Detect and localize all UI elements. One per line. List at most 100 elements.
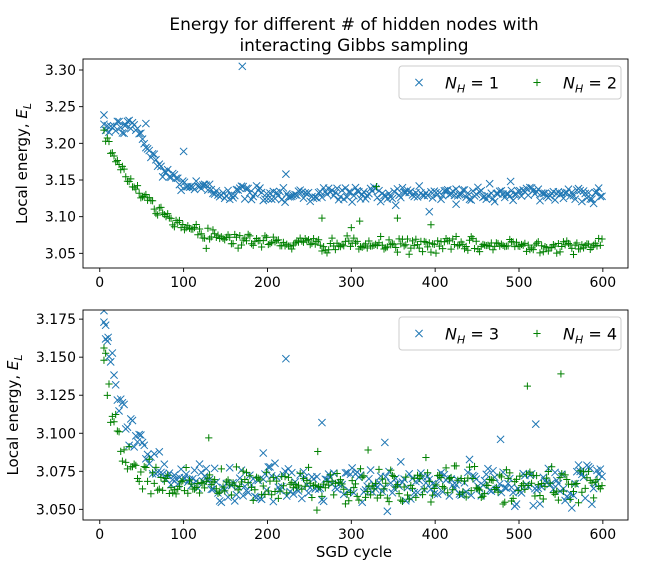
data-point — [138, 135, 147, 144]
data-point — [328, 186, 336, 195]
data-point — [266, 240, 274, 248]
data-point — [559, 238, 568, 246]
data-point — [130, 460, 138, 468]
data-point — [281, 354, 290, 363]
data-point — [574, 499, 583, 507]
data-point — [405, 469, 414, 478]
data-point — [509, 196, 518, 205]
data-point — [561, 471, 569, 479]
data-point — [238, 62, 247, 71]
data-point — [353, 237, 361, 245]
data-point — [533, 239, 541, 247]
data-point — [494, 488, 502, 496]
data-point — [115, 160, 123, 169]
series-1 — [100, 310, 606, 516]
data-point — [249, 241, 257, 249]
data-point — [179, 147, 188, 156]
data-point — [277, 482, 286, 491]
data-point — [401, 188, 410, 197]
data-point — [370, 485, 378, 493]
data-point — [445, 491, 454, 500]
x-tick-label: 200 — [254, 527, 281, 543]
data-point — [267, 471, 276, 480]
data-point — [544, 247, 552, 255]
data-point — [286, 242, 294, 250]
data-point — [262, 486, 271, 495]
data-point — [143, 477, 152, 485]
data-point — [241, 475, 249, 484]
data-point — [100, 120, 108, 129]
data-point — [137, 194, 145, 202]
data-point — [117, 166, 125, 174]
data-point — [465, 463, 474, 471]
data-point — [418, 248, 427, 256]
data-point — [200, 234, 209, 242]
data-point — [474, 485, 482, 493]
data-point — [237, 182, 246, 191]
data-point — [338, 480, 346, 488]
data-point — [588, 479, 596, 487]
x-tick-label: 400 — [422, 275, 449, 291]
legend-label: NH = 2 — [563, 74, 617, 96]
data-point — [403, 491, 412, 499]
series-1 — [100, 62, 606, 216]
data-point — [427, 498, 435, 506]
data-point — [113, 427, 121, 435]
data-point — [527, 479, 536, 487]
data-point — [224, 186, 233, 195]
data-point — [341, 468, 350, 477]
data-point — [301, 482, 309, 490]
data-point — [432, 249, 440, 257]
data-point — [422, 453, 430, 462]
data-point — [301, 473, 310, 482]
data-point — [516, 472, 524, 480]
data-point — [316, 241, 324, 249]
data-point — [536, 249, 544, 257]
data-point — [137, 468, 145, 476]
data-point — [268, 238, 276, 247]
data-point — [477, 186, 486, 195]
plot-frame — [82, 309, 629, 521]
data-point — [240, 482, 249, 491]
chart-title-line-1: Energy for different # of hidden nodes w… — [169, 15, 538, 35]
data-point — [584, 188, 593, 197]
data-point — [195, 489, 204, 497]
data-point — [382, 479, 390, 487]
data-point — [195, 225, 204, 233]
data-point — [112, 410, 120, 419]
data-point — [420, 237, 428, 246]
data-point — [418, 491, 427, 499]
data-point — [249, 496, 257, 504]
data-point — [546, 479, 554, 487]
data-point — [553, 249, 561, 257]
data-point — [347, 224, 355, 232]
data-point — [506, 469, 514, 477]
data-point — [385, 467, 393, 476]
data-point — [340, 485, 348, 493]
data-point — [378, 475, 386, 483]
data-point — [192, 483, 200, 492]
data-point — [140, 463, 148, 471]
data-point — [170, 223, 178, 231]
data-point — [120, 400, 129, 409]
data-point — [350, 234, 358, 242]
data-point — [442, 464, 450, 472]
data-point — [273, 477, 281, 485]
data-point — [264, 240, 272, 249]
data-point — [504, 474, 512, 483]
data-point — [294, 487, 303, 495]
data-point — [110, 152, 118, 160]
data-point — [388, 488, 397, 497]
data-point — [427, 248, 435, 256]
data-point — [232, 490, 241, 499]
data-point — [167, 214, 175, 222]
data-point — [323, 190, 331, 199]
data-point — [587, 500, 596, 509]
data-point — [390, 472, 398, 481]
data-point — [284, 192, 293, 201]
data-point — [353, 492, 361, 500]
data-point — [115, 428, 123, 436]
data-point — [366, 466, 375, 475]
data-point — [249, 474, 258, 483]
data-point — [120, 121, 129, 130]
